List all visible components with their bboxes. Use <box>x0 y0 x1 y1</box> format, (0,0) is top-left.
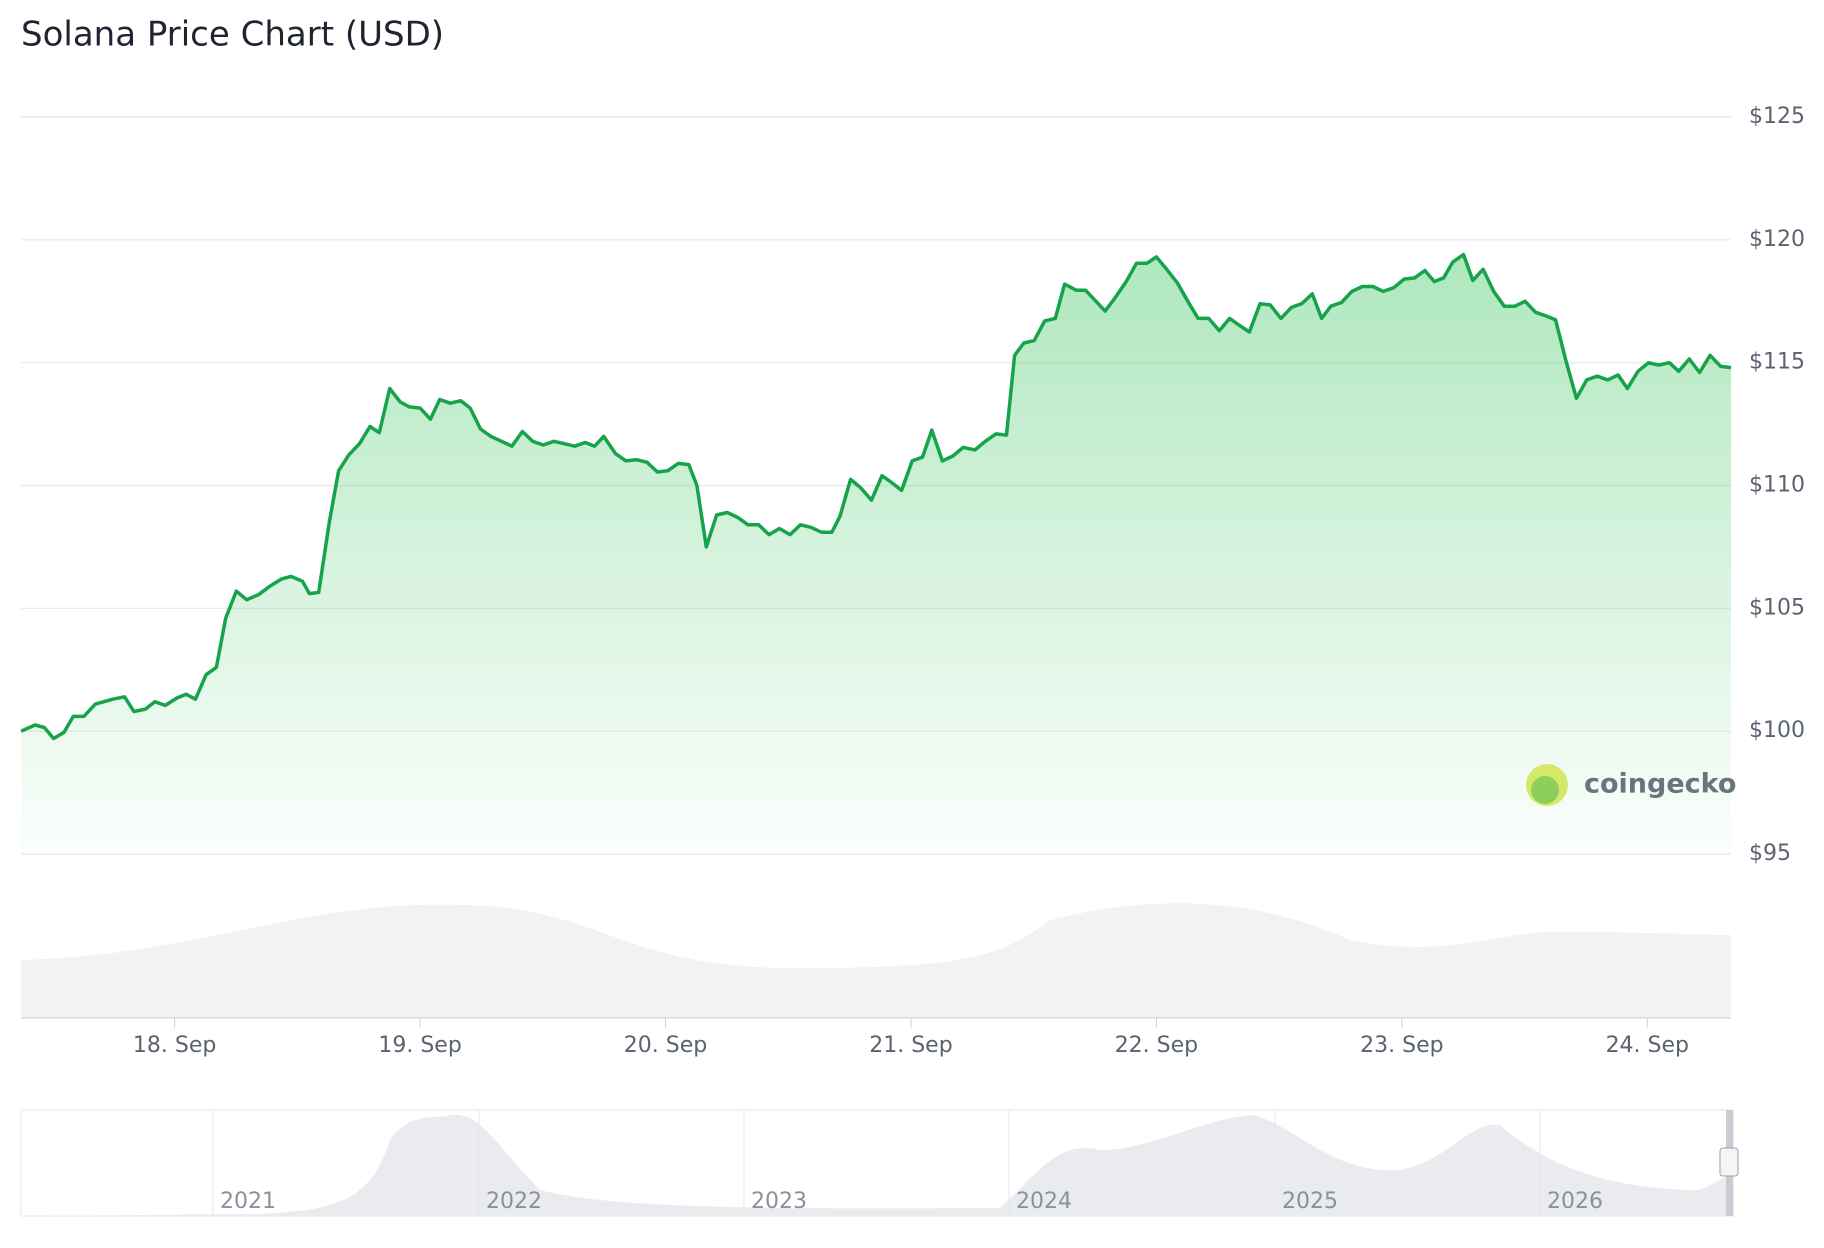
x-tick-label: 22. Sep <box>1115 1033 1198 1058</box>
navigator-label: 2023 <box>751 1189 807 1214</box>
watermark-text: coingecko <box>1584 769 1736 800</box>
chart-title: Solana Price Chart (USD) <box>21 15 444 55</box>
volume-area <box>21 903 1731 1018</box>
navigator-label: 2025 <box>1282 1189 1338 1214</box>
y-tick-label: $110 <box>1749 473 1805 498</box>
plot: $95 $100 $105 $110 $115 $120 $125 18. Sep 19. Se… <box>20 104 1805 1058</box>
price-line <box>20 252 1732 741</box>
logo-icon-inner <box>1531 776 1559 804</box>
x-tick-label: 20. Sep <box>624 1033 707 1058</box>
navigator-label: 2026 <box>1547 1189 1603 1214</box>
watermark: coingecko <box>1526 764 1736 806</box>
y-tick-label: $105 <box>1749 595 1805 620</box>
navigator-label: 2024 <box>1016 1189 1072 1214</box>
y-tick-label: $100 <box>1749 718 1805 743</box>
navigator-label: 2022 <box>486 1189 542 1214</box>
y-tick-label: $125 <box>1749 104 1805 129</box>
y-tick-label: $120 <box>1749 227 1805 252</box>
price-area <box>21 254 1731 855</box>
y-tick-label: $115 <box>1749 350 1805 375</box>
x-tick-label: 18. Sep <box>133 1033 216 1058</box>
navigator-handle[interactable] <box>1719 1147 1739 1177</box>
x-tick-label: 24. Sep <box>1606 1033 1689 1058</box>
navigator-area <box>21 1114 1731 1216</box>
x-tick-label: 23. Sep <box>1360 1033 1443 1058</box>
navigator <box>20 1109 1739 1217</box>
navigator-label: 2021 <box>220 1189 276 1214</box>
y-tick-label: $95 <box>1749 841 1791 866</box>
volume-band <box>21 903 1731 1018</box>
x-tick-label: 19. Sep <box>378 1033 461 1058</box>
x-tick-label: 21. Sep <box>869 1033 952 1058</box>
